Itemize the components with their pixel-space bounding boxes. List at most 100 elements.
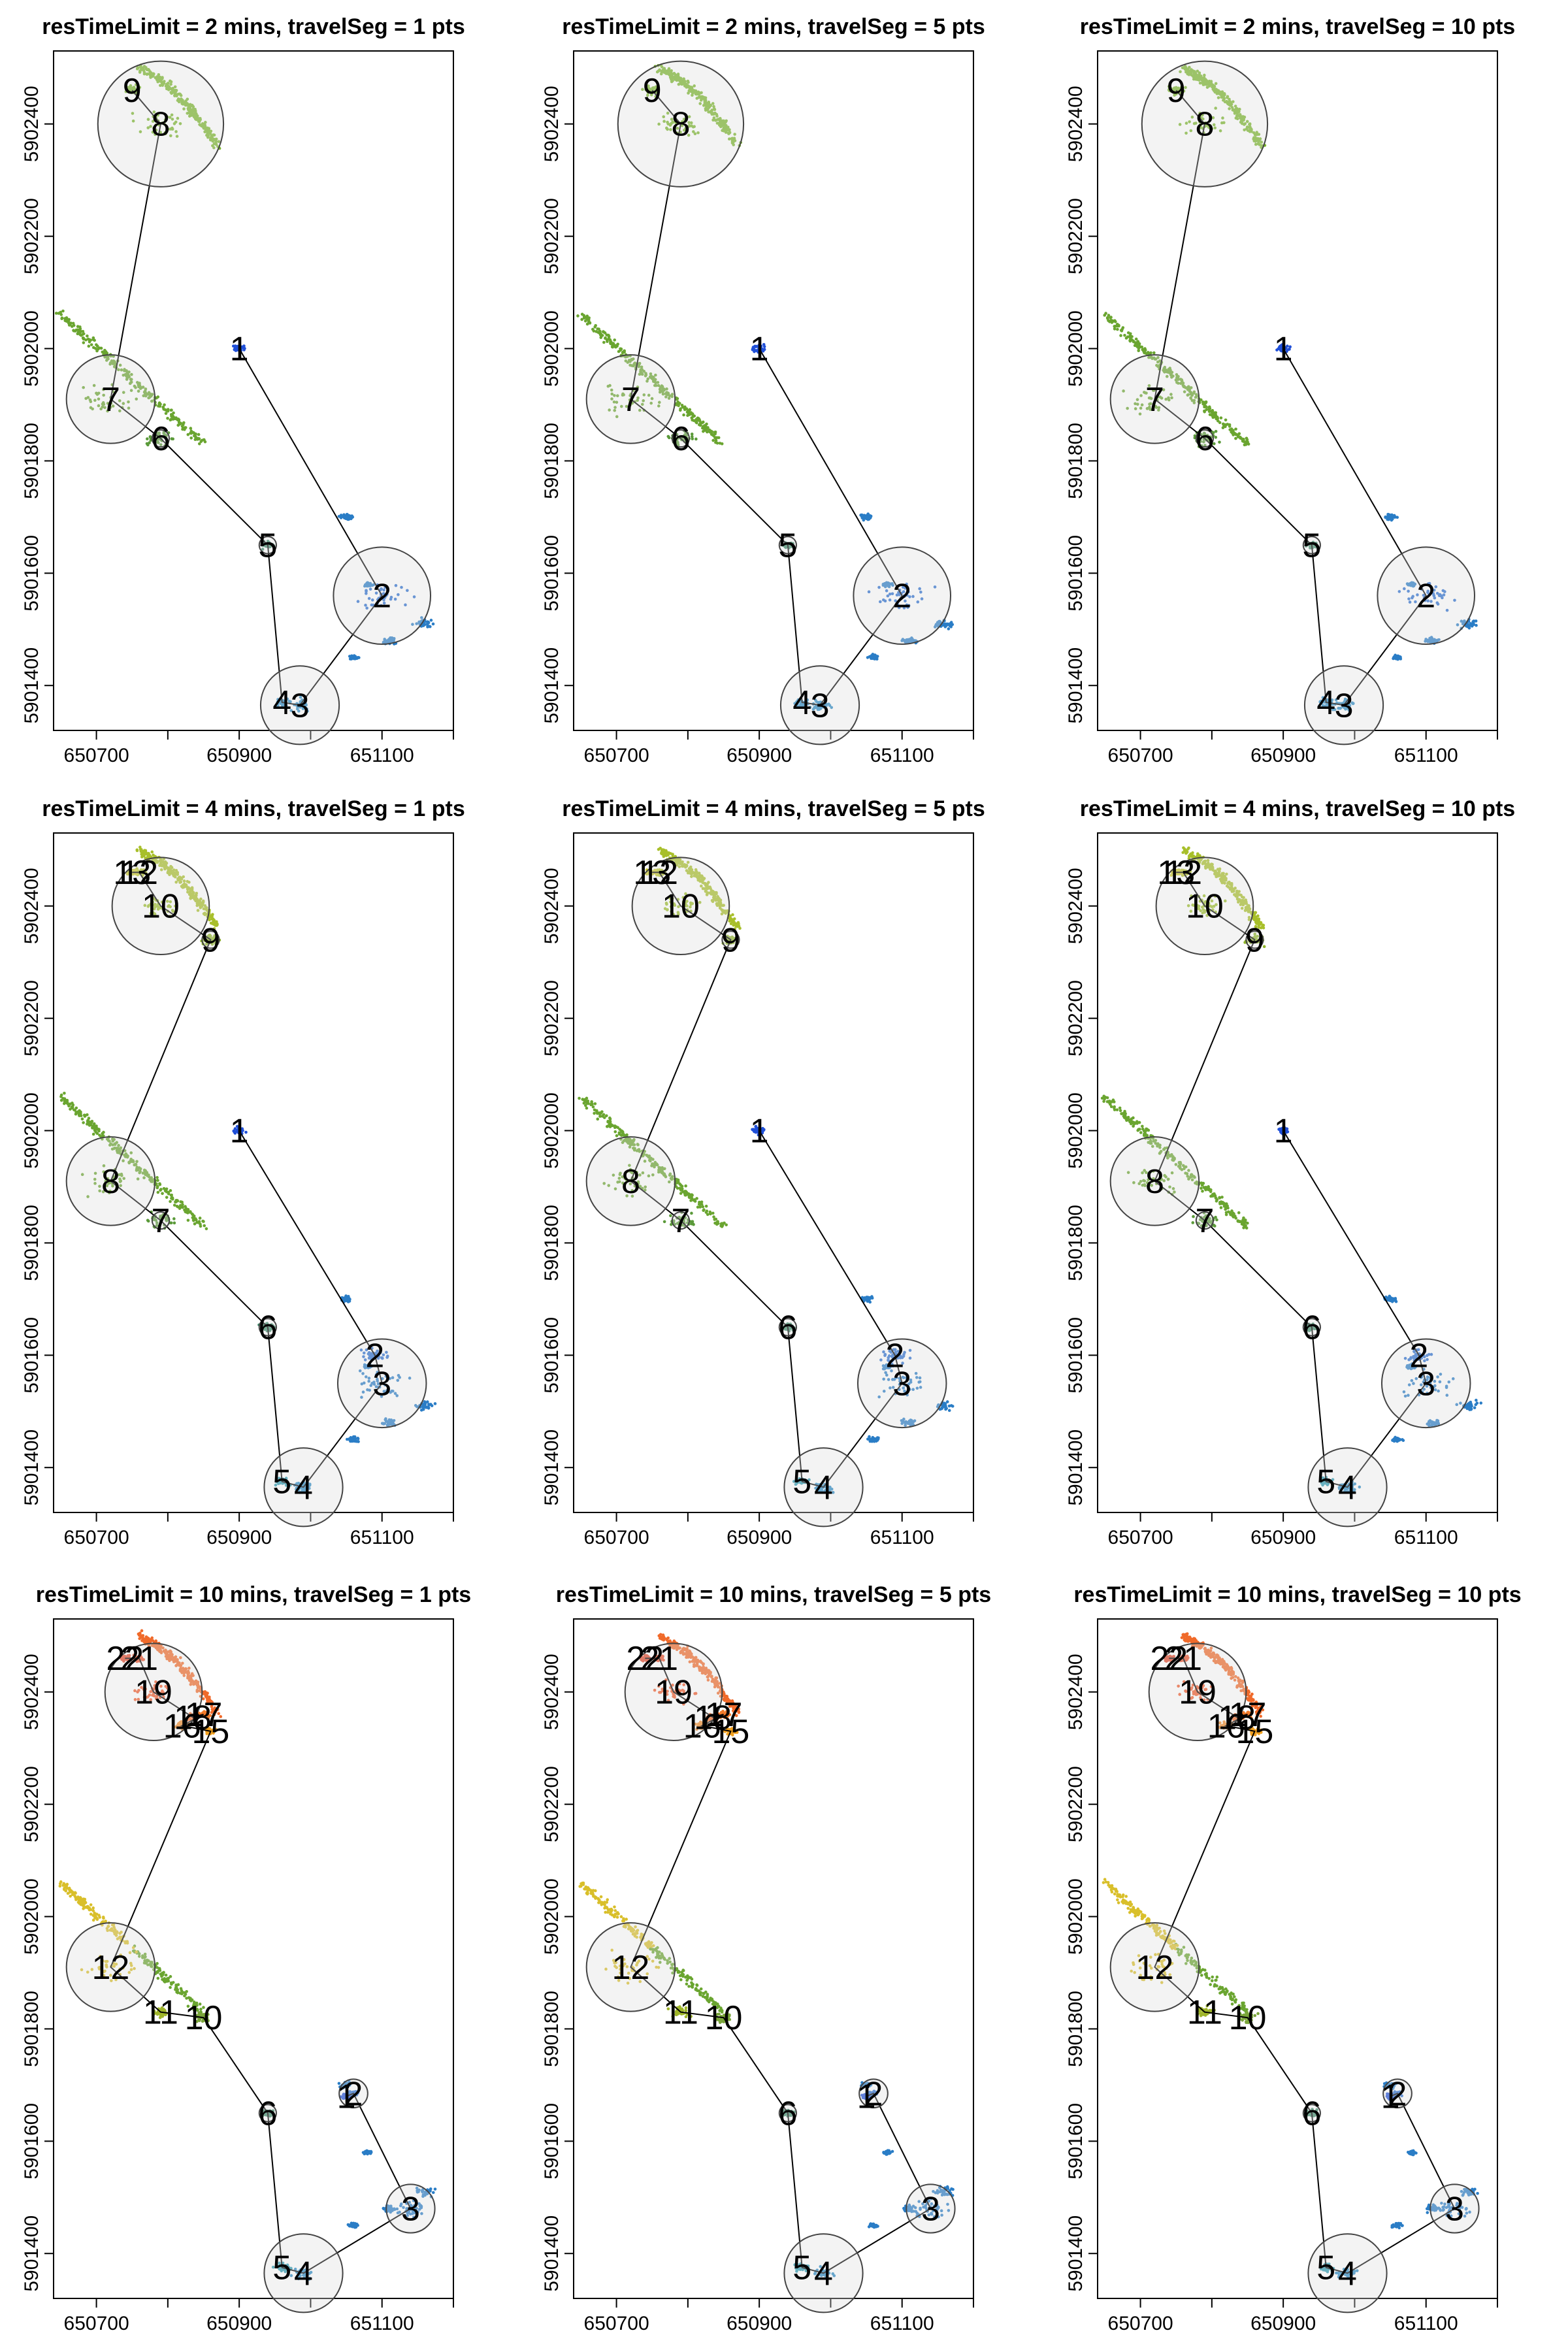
data-point — [101, 1132, 104, 1135]
data-point — [91, 336, 95, 340]
data-point — [428, 625, 431, 629]
panel-title: resTimeLimit = 4 mins, travelSeg = 5 pts — [562, 796, 985, 821]
data-point — [357, 1440, 360, 1443]
data-point — [91, 1132, 95, 1136]
y-tick-label: 5901600 — [21, 1317, 42, 1394]
data-point — [203, 1224, 206, 1228]
data-point — [1203, 409, 1206, 413]
data-point — [698, 418, 702, 422]
data-point — [870, 656, 874, 659]
data-point — [1245, 438, 1249, 442]
data-point — [171, 1196, 174, 1200]
data-point — [166, 416, 169, 420]
y-tick-label: 5902200 — [1065, 198, 1086, 274]
data-point — [211, 917, 215, 921]
y-tick-label: 5901600 — [541, 535, 563, 612]
data-point — [433, 1402, 437, 1405]
data-point — [725, 1223, 728, 1227]
data-point — [947, 627, 951, 630]
data-point — [704, 1204, 708, 1208]
data-point — [587, 319, 591, 323]
data-point — [590, 1102, 593, 1105]
data-point — [125, 376, 129, 380]
plot-frame — [53, 50, 454, 731]
data-point — [87, 344, 91, 348]
data-point — [189, 436, 193, 440]
x-tick-label: 650700 — [64, 1527, 129, 1548]
panel-title: resTimeLimit = 4 mins, travelSeg = 1 pts — [42, 796, 465, 821]
data-point — [702, 427, 705, 430]
data-point — [700, 1200, 704, 1204]
data-point — [135, 848, 139, 852]
y-tick-label: 5901800 — [1065, 423, 1086, 499]
site-label: 8 — [1195, 106, 1214, 144]
data-point — [201, 1219, 204, 1223]
data-point — [715, 1220, 719, 1224]
site-label: 5 — [258, 527, 277, 564]
data-point — [865, 515, 868, 519]
data-point — [714, 1217, 718, 1221]
y-tick-label: 5902000 — [541, 310, 563, 387]
data-point — [606, 1124, 610, 1128]
data-point — [155, 1186, 159, 1190]
y-tick-label: 5901800 — [541, 1205, 563, 1281]
data-point — [195, 438, 199, 441]
data-point — [146, 1219, 150, 1223]
data-point — [191, 1213, 195, 1217]
data-point — [694, 420, 698, 424]
data-point — [1211, 416, 1215, 419]
data-point — [1132, 340, 1135, 344]
data-point — [171, 437, 175, 441]
data-point — [1104, 312, 1107, 315]
data-point — [425, 1405, 429, 1409]
data-point — [77, 1112, 81, 1116]
data-point — [60, 317, 63, 320]
site-label: 6 — [151, 420, 170, 458]
y-tick-label: 5901600 — [21, 535, 42, 612]
site-label: 6 — [671, 420, 690, 458]
data-point — [1135, 345, 1139, 348]
data-point — [181, 426, 185, 430]
data-point — [423, 623, 427, 627]
data-point — [700, 421, 704, 425]
data-point — [871, 653, 875, 656]
data-point — [73, 329, 77, 333]
x-tick-label: 650700 — [64, 745, 129, 766]
data-point — [593, 1102, 597, 1105]
y-tick-label: 5902400 — [541, 86, 563, 162]
data-point — [613, 338, 617, 342]
data-point — [943, 622, 947, 626]
data-point — [1142, 350, 1146, 353]
data-point — [617, 350, 621, 353]
data-point — [602, 330, 606, 334]
data-point — [711, 438, 715, 442]
site-label: 1 — [1274, 331, 1293, 368]
data-point — [611, 1124, 615, 1128]
data-point — [172, 411, 175, 415]
y-tick-label: 5902000 — [21, 310, 42, 387]
data-point — [146, 437, 149, 441]
data-point — [593, 1111, 596, 1115]
x-tick-label: 651100 — [870, 1527, 934, 1548]
data-point — [607, 335, 611, 339]
y-tick-label: 5902200 — [541, 198, 563, 274]
data-point — [949, 625, 953, 629]
data-point — [596, 1117, 600, 1121]
site-label: 9 — [123, 72, 142, 110]
data-point — [598, 1112, 602, 1116]
data-point — [1124, 336, 1128, 340]
data-point — [676, 1186, 679, 1190]
data-point — [1207, 405, 1211, 409]
site-label: 1 — [230, 331, 249, 368]
data-point — [1234, 427, 1237, 431]
data-point — [176, 423, 180, 427]
data-point — [197, 1221, 201, 1224]
points-trail — [54, 309, 207, 446]
data-point — [166, 408, 170, 411]
x-tick-label: 651100 — [870, 745, 934, 766]
panel-1: resTimeLimit = 2 mins, travelSeg = 1 pts… — [21, 14, 465, 766]
data-point — [687, 408, 691, 412]
data-point — [946, 622, 950, 626]
data-point — [156, 1190, 160, 1194]
